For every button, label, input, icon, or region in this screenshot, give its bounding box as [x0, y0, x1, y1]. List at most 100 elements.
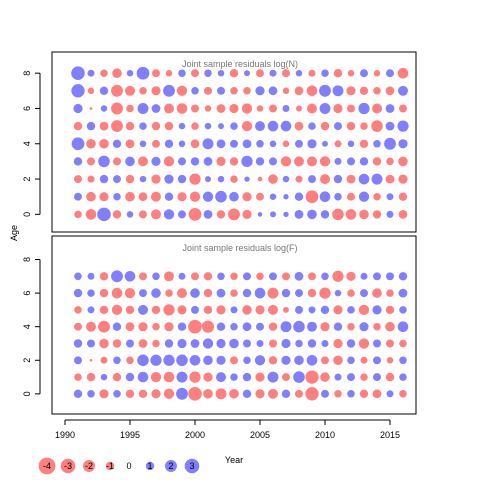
residual-bubble [360, 373, 368, 381]
residual-bubble [399, 356, 407, 365]
residual-bubble [334, 390, 342, 398]
residual-bubble [216, 305, 226, 315]
residual-bubble [98, 155, 110, 168]
residual-bubble [371, 173, 383, 185]
residual-bubble [358, 102, 370, 115]
residual-bubble [138, 304, 148, 315]
residual-bubble [242, 372, 252, 382]
residual-bubble [139, 87, 147, 95]
residual-bubble [87, 69, 95, 77]
residual-bubble [218, 123, 224, 130]
residual-bubble [73, 157, 83, 166]
residual-bubble [111, 84, 123, 97]
residual-bubble [216, 355, 226, 365]
residual-bubble [229, 157, 239, 166]
residual-bubble [176, 387, 188, 400]
residual-bubble [137, 103, 149, 114]
residual-bubble [281, 288, 291, 298]
residual-bubble [320, 305, 330, 315]
residual-bubble [358, 173, 370, 185]
residual-bubble [98, 320, 110, 333]
residual-bubble [85, 209, 97, 220]
residual-bubble [372, 157, 382, 166]
residual-bubble [112, 339, 122, 348]
residual-bubble [320, 210, 330, 219]
panel-logF-frame [51, 235, 417, 415]
residual-bubble [399, 104, 407, 113]
residual-bubble [372, 389, 382, 399]
residual-bubble [332, 270, 344, 282]
residual-bubble [230, 289, 238, 297]
panel-logF-y-axis: 0 2 4 6 8 [22, 257, 41, 396]
residual-bubble [217, 69, 225, 77]
residual-bubble [99, 338, 109, 349]
residual-bubble [360, 356, 368, 364]
residual-bubble [177, 305, 187, 315]
residual-bubble [137, 354, 149, 367]
residual-bubble [73, 103, 83, 114]
residual-bubble [360, 69, 368, 78]
residual-bubble [202, 191, 214, 202]
residual-bubble [217, 272, 225, 281]
residual-bubble [163, 209, 175, 220]
y-tick-label: 6 [22, 106, 32, 111]
residual-bubble [360, 122, 368, 130]
residual-bubble [99, 192, 109, 202]
residual-bubble [282, 69, 290, 78]
residual-bubble [74, 175, 82, 184]
residual-bubble [256, 105, 264, 112]
residual-bubble [347, 356, 355, 365]
legend-label: 2 [168, 461, 173, 471]
residual-bubble [205, 176, 211, 183]
residual-bubble [177, 192, 187, 202]
residual-bubble [125, 191, 135, 202]
residual-bubble [282, 175, 290, 183]
residual-bubble [334, 157, 342, 165]
residual-bubble [125, 85, 135, 96]
residual-bubble [296, 105, 302, 112]
residual-bubble [398, 272, 408, 281]
residual-bubble [332, 85, 344, 97]
residual-bubble [189, 354, 201, 366]
residual-bubble [89, 107, 93, 110]
residual-bubble [280, 321, 292, 333]
residual-bubble [138, 389, 148, 398]
residual-bubble [373, 272, 381, 281]
residual-bubble [74, 322, 82, 331]
residual-bubble [241, 120, 253, 132]
residual-bubble [256, 322, 264, 331]
residual-bubble [216, 338, 226, 349]
residual-bubble [230, 306, 238, 314]
residual-bubble [373, 322, 381, 331]
legend-label: 0 [126, 461, 131, 471]
residual-bubble [256, 339, 264, 348]
residual-bubble [178, 157, 186, 166]
residual-bubble [386, 69, 394, 78]
residual-bubble [386, 193, 394, 201]
residual-bubble [269, 272, 277, 281]
residual-bubble [203, 157, 213, 166]
residual-bubble [399, 373, 407, 381]
residual-bubble [99, 389, 109, 399]
residual-bubble [111, 120, 123, 133]
residual-bubble [243, 339, 251, 348]
residual-bubble [203, 305, 213, 315]
residual-bubble [165, 289, 173, 297]
residual-bubble [307, 103, 317, 114]
residual-bubble [178, 272, 186, 280]
residual-bubble [126, 211, 134, 218]
residual-bubble [269, 339, 277, 348]
residual-bubble [280, 120, 292, 132]
residual-bubble [73, 288, 83, 298]
panel-logN-y-axis: 0 2 4 6 8 [22, 71, 41, 217]
residual-bubble [319, 156, 331, 167]
residual-bubble [112, 139, 122, 148]
residual-bubble [204, 122, 212, 130]
residual-bubble [178, 210, 186, 219]
residual-bubble [87, 339, 95, 348]
residual-bubble [346, 271, 356, 281]
residual-bubble [347, 104, 355, 113]
residual-bubble [319, 191, 331, 203]
residual-bubble [398, 139, 408, 149]
residual-bubble [191, 104, 199, 113]
